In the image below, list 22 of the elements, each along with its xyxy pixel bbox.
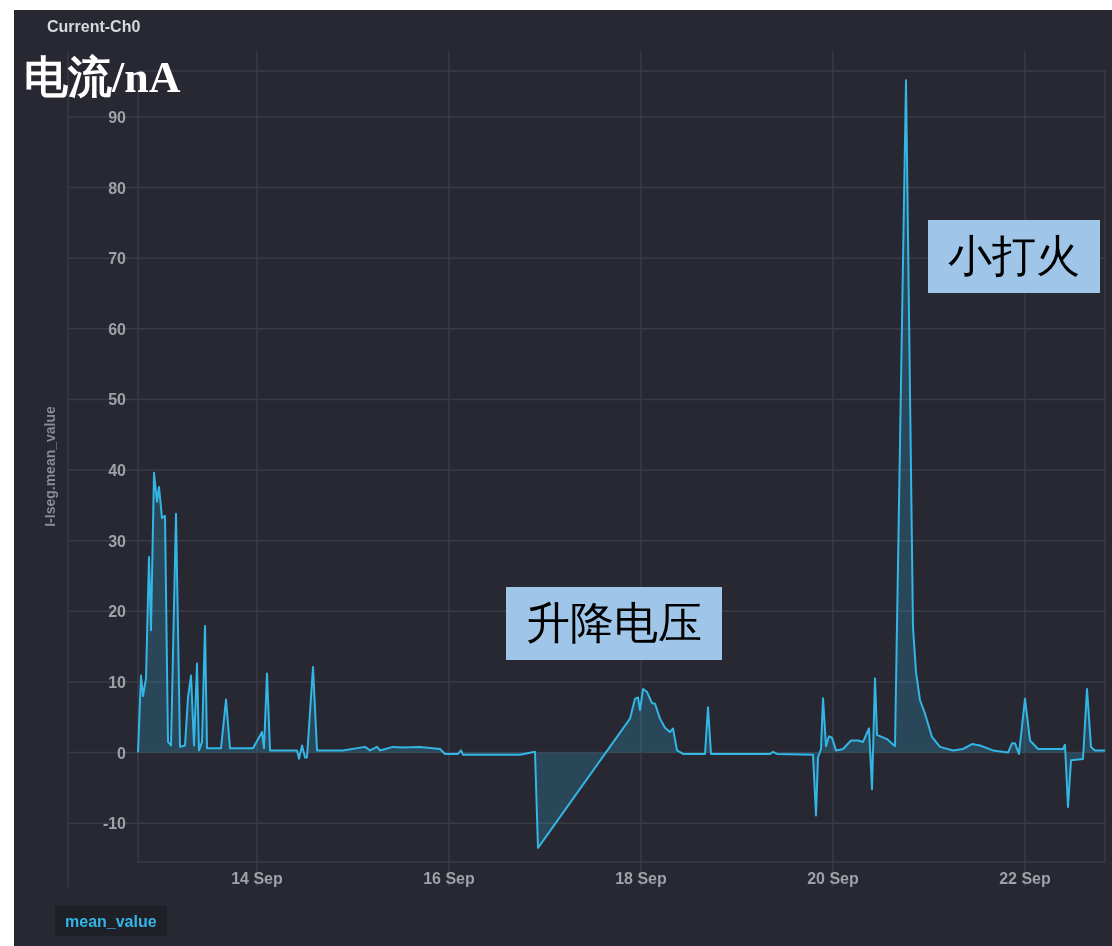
y-tick-label: -10 bbox=[102, 815, 127, 833]
y-tick-label: 60 bbox=[108, 320, 127, 338]
chart-title: Current-Ch0 bbox=[47, 18, 141, 35]
x-tick-label: 14 Sep bbox=[231, 870, 284, 887]
y-tick-label: 90 bbox=[108, 108, 127, 126]
text: mean_value bbox=[65, 913, 157, 930]
annotation: 电流/nA bbox=[24, 53, 181, 102]
y-tick-label: 50 bbox=[108, 391, 127, 409]
y-tick-label: 30 bbox=[108, 532, 127, 550]
y-axis-title: I-Iseg.mean_value bbox=[42, 405, 58, 527]
x-tick-label: 22 Sep bbox=[999, 870, 1052, 887]
y-tick-label: 80 bbox=[108, 179, 127, 197]
annotation: 升降电压 bbox=[526, 599, 702, 648]
x-tick-label: 20 Sep bbox=[807, 870, 860, 887]
y-tick-label: 20 bbox=[108, 603, 127, 621]
y-tick-label: 10 bbox=[108, 673, 127, 691]
x-tick-label: 16 Sep bbox=[423, 870, 476, 887]
y-tick-label: 0 bbox=[117, 744, 127, 762]
y-tick-label: 70 bbox=[108, 250, 127, 268]
x-tick-label: 18 Sep bbox=[615, 870, 668, 887]
annotation: 小打火 bbox=[948, 232, 1080, 281]
y-tick-label: 40 bbox=[108, 462, 127, 480]
